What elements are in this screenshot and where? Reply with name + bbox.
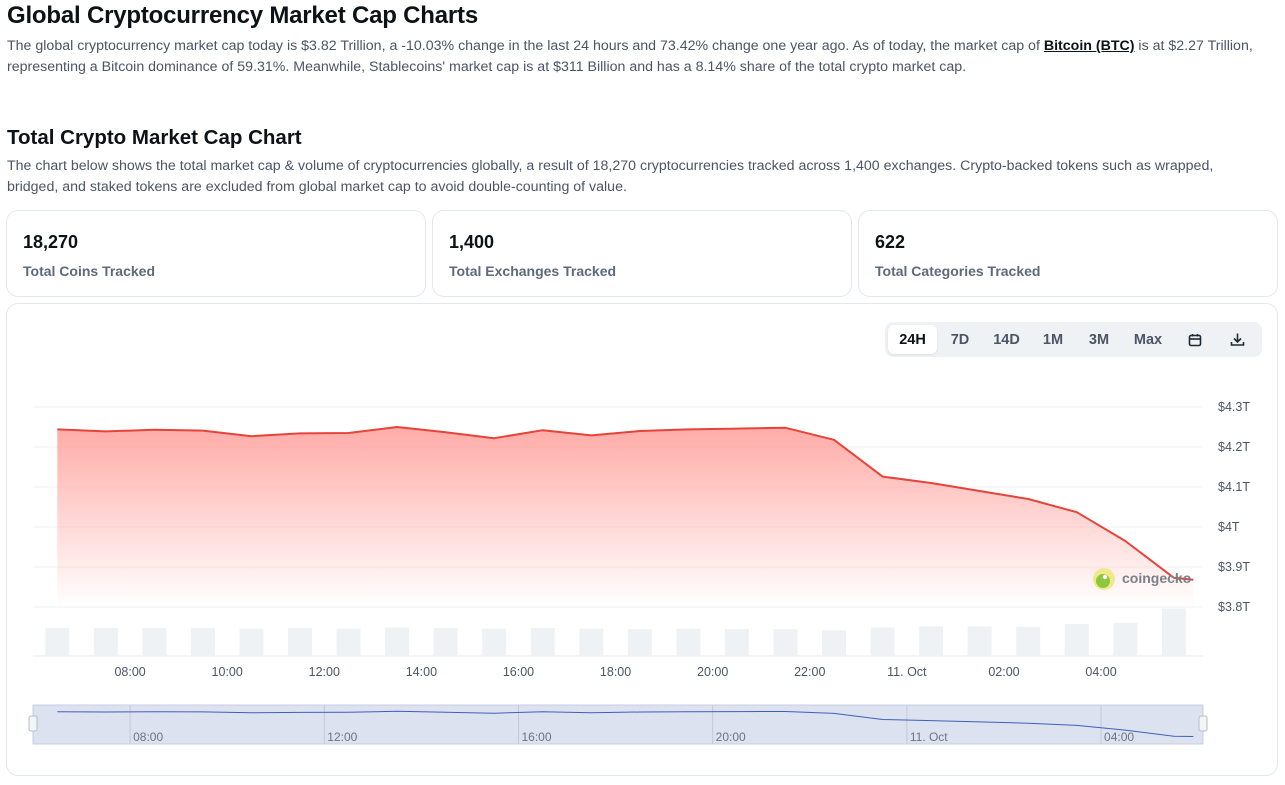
navigator-line xyxy=(57,710,1194,737)
stat-value: 18,270 xyxy=(23,232,79,252)
intro-text-start: The global cryptocurrency market cap tod… xyxy=(7,38,1044,54)
x-tick-label: 10:00 xyxy=(212,665,243,679)
volume-bar xyxy=(385,627,410,656)
volume-bar xyxy=(93,628,118,656)
volume-bar xyxy=(1113,622,1138,656)
stat-label: Total Categories Tracked xyxy=(875,263,1041,279)
stat-value: 622 xyxy=(875,232,906,252)
volume-bar xyxy=(1161,608,1186,656)
range-button-1m[interactable]: 1M xyxy=(1042,331,1064,348)
navigator-tick-label: 11. Oct xyxy=(910,730,948,744)
navigator-tick-label: 20:00 xyxy=(716,730,746,744)
coingecko-watermark: coingecko xyxy=(1093,568,1191,590)
y-tick-label: $4.2T xyxy=(1218,440,1250,454)
x-axis-ticks: 08:00 10:00 12:00 14:00 16:00 18:00 20:00 22:00… xyxy=(114,665,1116,679)
volume-bar xyxy=(919,626,944,656)
section-description: The chart below shows the total market c… xyxy=(7,158,1214,195)
x-tick-label: 22:00 xyxy=(794,665,825,679)
stat-card-categories: 622 Total Categories Tracked xyxy=(858,210,1278,297)
volume-bar xyxy=(822,630,847,656)
intro-text-end: is at $2.27 Trillion, representing a Bit… xyxy=(7,38,1253,75)
bitcoin-link[interactable]: Bitcoin (BTC) xyxy=(1043,38,1135,54)
x-tick-label: 11. Oct xyxy=(887,665,927,679)
market-cap-chart[interactable]: $3.8T $3.9T $4T $4.1T $4.2T $4.3T 08:00 10:00 1… xyxy=(7,304,1277,775)
x-tick-label: 16:00 xyxy=(503,665,534,679)
volume-bar xyxy=(239,628,264,656)
x-tick-label: 20:00 xyxy=(697,665,728,679)
y-tick-label: $4T xyxy=(1218,520,1240,534)
volume-bar xyxy=(482,628,507,656)
stat-card-coins: 18,270 Total Coins Tracked xyxy=(6,210,426,297)
x-tick-label: 12:00 xyxy=(309,665,340,679)
market-cap-line xyxy=(57,426,1194,581)
stat-card-exchanges: 1,400 Total Exchanges Tracked xyxy=(432,210,852,297)
volume-bar xyxy=(433,628,458,656)
range-button-14d[interactable]: 14D xyxy=(993,331,1020,348)
volume-bar xyxy=(288,628,313,656)
x-tick-label: 18:00 xyxy=(600,665,631,679)
watermark-text: coingecko xyxy=(1122,570,1191,586)
volume-bar xyxy=(724,629,749,656)
download-button[interactable] xyxy=(1216,325,1258,354)
navigator-tick-label: 04:00 xyxy=(1104,730,1134,744)
x-tick-label: 08:00 xyxy=(114,665,145,679)
volume-bar xyxy=(530,628,555,656)
intro-paragraph: The global cryptocurrency market cap tod… xyxy=(7,36,1277,77)
volume-bar xyxy=(870,627,895,656)
stat-label: Total Coins Tracked xyxy=(23,263,155,279)
market-cap-area-fill xyxy=(57,427,1194,607)
volume-bar xyxy=(190,628,215,656)
y-tick-label: $3.9T xyxy=(1218,560,1250,574)
volume-bar xyxy=(627,629,652,656)
volume-bar xyxy=(676,628,701,656)
navigator-handle-right[interactable] xyxy=(1198,715,1208,732)
y-axis-ticks: $3.8T $3.9T $4T $4.1T $4.2T $4.3T xyxy=(1218,400,1250,614)
x-tick-label: 14:00 xyxy=(406,665,437,679)
stat-value: 1,400 xyxy=(449,232,495,252)
volume-bar xyxy=(967,626,992,656)
navigator-tick-label: 16:00 xyxy=(521,730,551,744)
volume-bar xyxy=(579,628,604,656)
range-navigator[interactable]: 08:00 12:00 16:00 20:00 11. Oct 04:00 xyxy=(28,704,1208,745)
page-title: Global Cryptocurrency Market Cap Charts xyxy=(7,2,478,29)
volume-bar xyxy=(45,628,70,656)
y-tick-label: $3.8T xyxy=(1218,600,1250,614)
y-tick-label: $4.3T xyxy=(1218,400,1250,414)
volume-bars xyxy=(45,608,1186,656)
volume-bar xyxy=(1064,624,1089,656)
x-tick-label: 04:00 xyxy=(1085,665,1116,679)
volume-bar xyxy=(773,629,798,656)
calendar-icon xyxy=(1188,333,1202,346)
x-tick-label: 02:00 xyxy=(988,665,1019,679)
navigator-handle-left[interactable] xyxy=(28,715,38,732)
coingecko-logo-eye xyxy=(1102,574,1108,580)
navigator-window[interactable] xyxy=(32,704,1204,745)
volume-bar xyxy=(142,628,167,656)
range-button-24h[interactable]: 24H xyxy=(888,325,937,354)
volume-bar xyxy=(1016,626,1041,656)
volume-bar xyxy=(336,628,361,656)
calendar-button[interactable] xyxy=(1174,325,1216,354)
range-button-max[interactable]: Max xyxy=(1133,331,1163,348)
navigator-tick-label: 12:00 xyxy=(327,730,357,744)
y-tick-label: $4.1T xyxy=(1218,480,1250,494)
range-button-7d[interactable]: 7D xyxy=(950,331,970,348)
section-title: Total Crypto Market Cap Chart xyxy=(7,126,302,149)
range-selector: 24H 7D 14D 1M 3M Max xyxy=(885,322,1262,357)
market-cap-area xyxy=(57,426,1194,607)
range-button-3m[interactable]: 3M xyxy=(1088,331,1110,348)
chart-card: 24H 7D 14D 1M 3M Max xyxy=(6,303,1278,776)
stat-label: Total Exchanges Tracked xyxy=(449,263,617,279)
navigator-tick-label: 08:00 xyxy=(133,730,163,744)
download-icon xyxy=(1230,333,1244,346)
